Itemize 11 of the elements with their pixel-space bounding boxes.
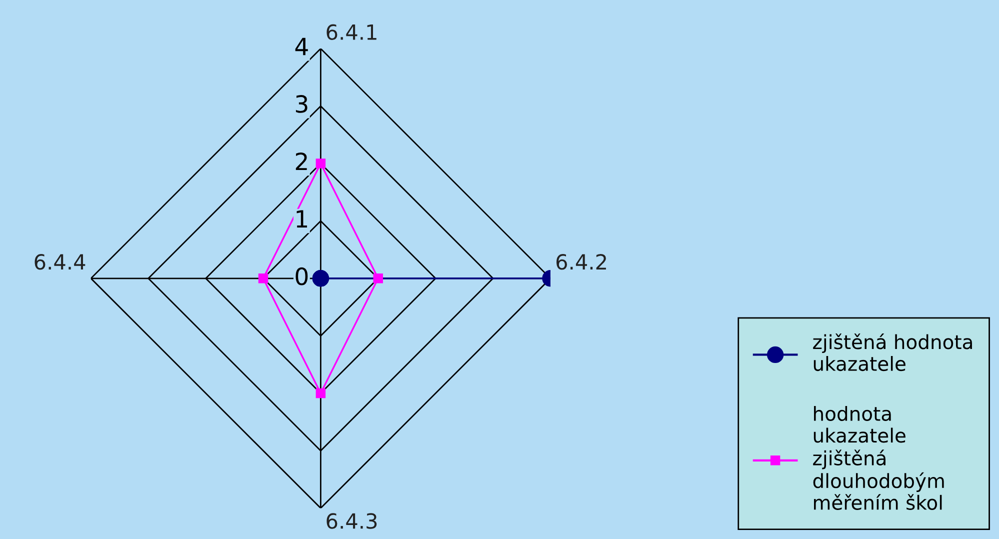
y-tick-label: 2	[296, 152, 307, 170]
legend-label: zjištěná hodnota ukazatele	[813, 333, 972, 372]
spoke-label: 6.4.3	[326, 513, 377, 529]
spoke-label: 6.4.4	[34, 254, 86, 270]
y-tick-label: 1	[296, 210, 308, 228]
spoke-label: 6.4.1	[326, 24, 376, 40]
spoke-label: 6.4.2	[556, 254, 606, 270]
legend-label: hodnota ukazatele zjištěná dlouhodobým měřením škol	[813, 406, 944, 510]
y-tick-label: 4	[295, 38, 308, 56]
y-tick-label: 3	[296, 95, 308, 113]
y-tick-label: 0	[296, 267, 308, 286]
